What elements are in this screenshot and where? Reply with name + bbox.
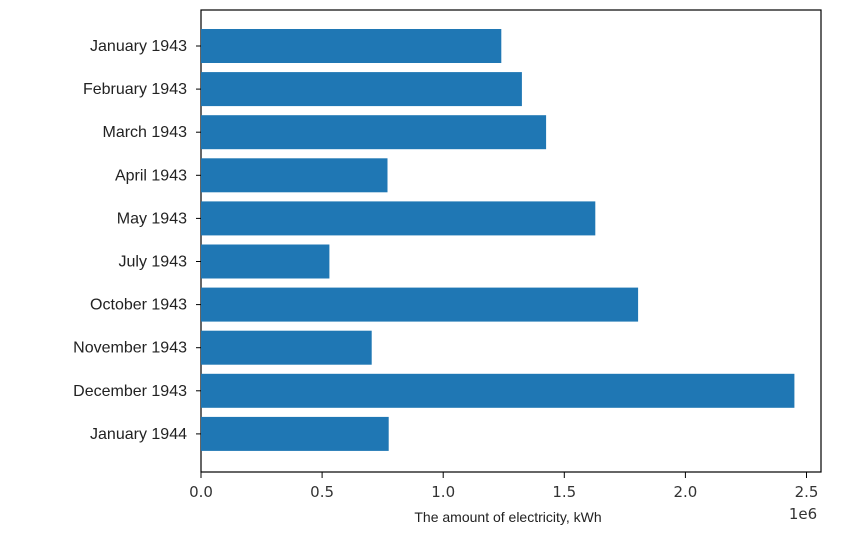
category-label: December 1943 <box>73 383 187 400</box>
category-label: January 1943 <box>90 38 187 55</box>
bar <box>201 72 522 107</box>
x-tick-label: 1.0 <box>431 483 455 501</box>
bar <box>201 416 389 451</box>
x-axis-offset-label: 1e6 <box>789 505 817 523</box>
bar <box>201 158 388 193</box>
x-tick-label: 2.0 <box>673 483 697 501</box>
bar <box>201 115 547 150</box>
bar <box>201 330 372 365</box>
category-label: March 1943 <box>103 124 188 141</box>
x-tick-label: 0.5 <box>310 483 334 501</box>
category-labels-group: January 1943 February 1943 March 1943 April… <box>73 38 201 443</box>
bar <box>201 373 795 408</box>
category-label: November 1943 <box>73 340 187 357</box>
x-tick-label: 1.5 <box>552 483 576 501</box>
x-axis-title: The amount of electricity, kWh <box>414 509 601 525</box>
x-tick-label: 2.5 <box>795 483 819 501</box>
bars-group <box>201 29 795 451</box>
category-label: January 1944 <box>90 426 187 443</box>
x-ticks-group: 0.0 0.5 1.0 1.5 2.0 2.5 <box>189 472 818 501</box>
bar <box>201 244 330 279</box>
category-label: May 1943 <box>117 210 187 227</box>
category-label: July 1943 <box>119 254 188 271</box>
category-label: October 1943 <box>90 297 187 314</box>
bar <box>201 29 502 63</box>
x-tick-label: 0.0 <box>189 483 213 501</box>
category-label: April 1943 <box>115 167 187 184</box>
category-label: February 1943 <box>83 81 187 98</box>
plot-frame <box>200 9 822 473</box>
bar <box>201 201 596 236</box>
bar <box>201 287 639 322</box>
